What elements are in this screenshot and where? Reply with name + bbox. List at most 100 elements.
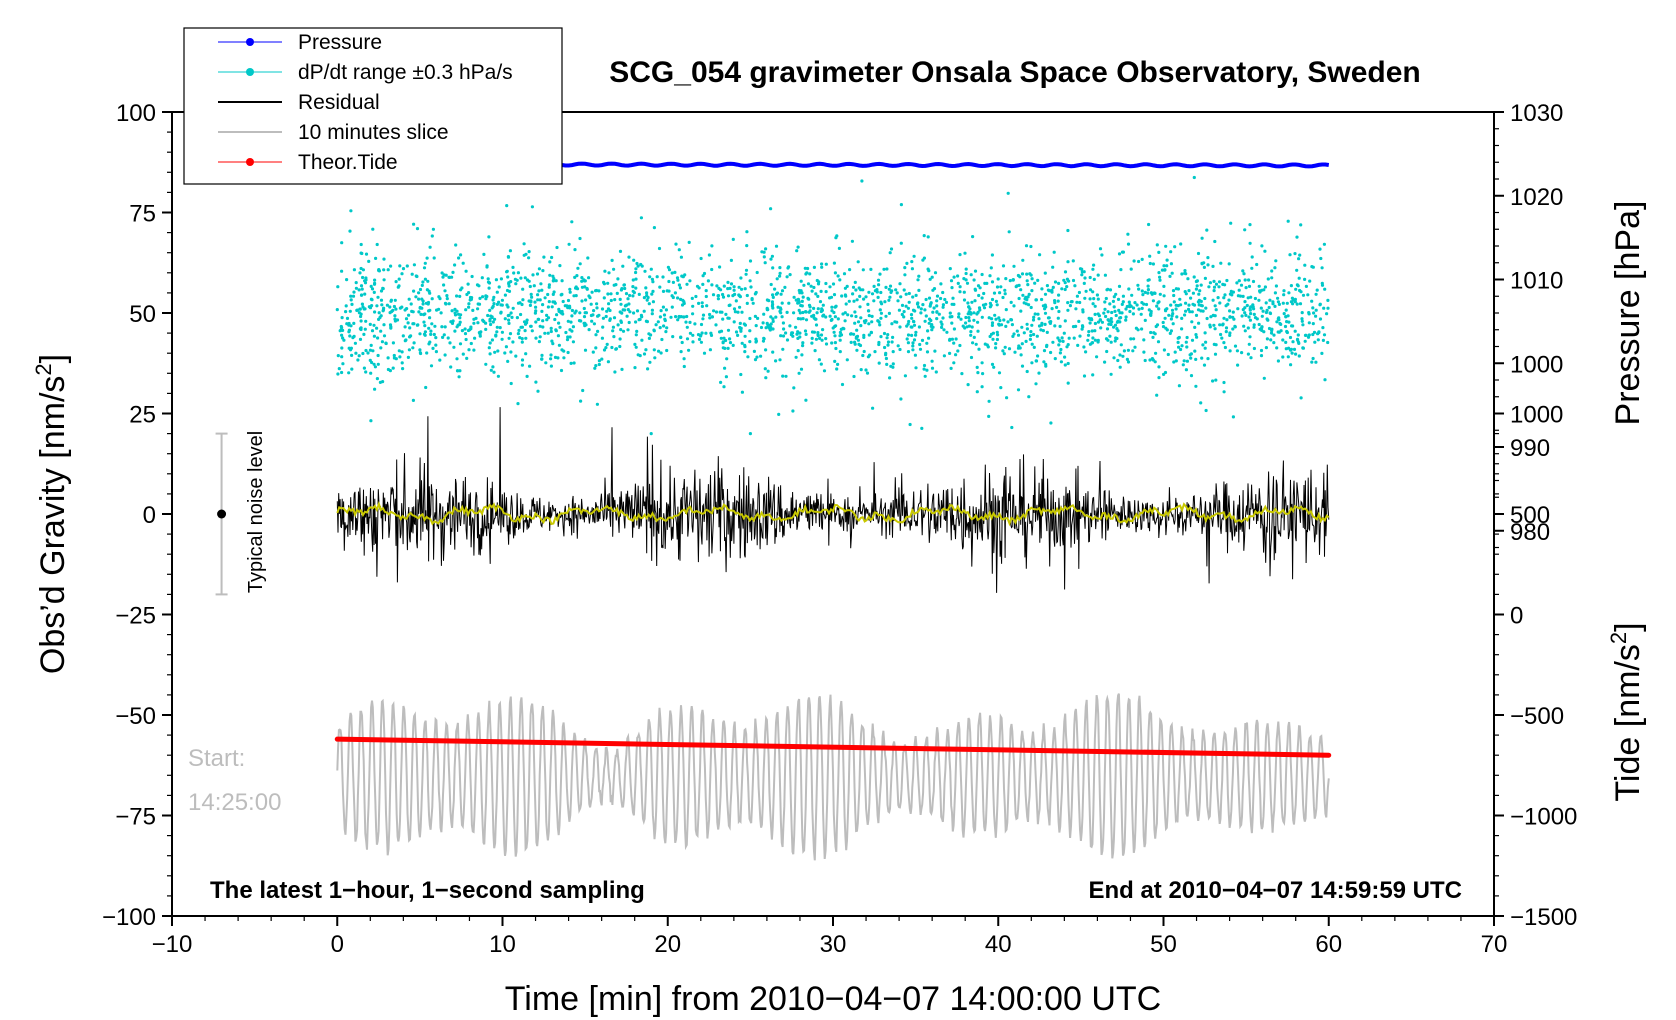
dpdt-point [864,368,868,372]
dpdt-point [458,369,462,373]
dpdt-point [615,291,619,295]
dpdt-point [1114,313,1118,318]
dpdt-point [952,341,956,345]
dpdt-point [484,362,488,366]
dpdt-point [1157,307,1161,311]
dpdt-point [891,362,895,366]
dpdt-point [566,319,570,323]
dpdt-point [781,334,786,338]
x-tick-label: 70 [1481,931,1508,958]
dpdt-point [547,300,551,304]
dpdt-point [674,315,678,319]
dpdt-point [905,261,909,265]
dpdt-point [818,300,823,304]
dpdt-point [812,265,817,269]
dpdt-point [1025,322,1029,326]
dpdt-point [708,316,712,320]
dpdt-point [591,350,595,354]
dpdt-point [508,249,512,253]
dpdt-point [1252,312,1256,316]
dpdt-point [430,234,434,238]
dpdt-point [551,274,555,278]
dpdt-point [432,332,436,337]
dpdt-point [1228,315,1232,319]
dpdt-point [1043,271,1047,275]
dpdt-point [372,323,376,327]
dpdt-point [866,302,870,306]
dpdt-point [870,320,874,324]
dpdt-point [810,314,814,318]
dpdt-point [1299,223,1303,227]
dpdt-point [1217,280,1222,284]
dpdt-point [463,332,468,336]
dpdt-point [632,291,637,295]
annotation-sampling: The latest 1−hour, 1−second sampling [210,877,645,904]
dpdt-point [1051,340,1055,344]
dpdt-point [1172,300,1176,304]
dpdt-point [1211,264,1215,268]
dpdt-point [988,301,993,305]
dpdt-point [845,358,849,362]
dpdt-point [819,289,823,293]
dpdt-point [949,366,953,370]
dpdt-point [859,324,863,328]
dpdt-point [1174,307,1178,311]
dpdt-point [434,336,438,340]
dpdt-point [797,288,801,293]
dpdt-point [1323,287,1327,291]
dpdt-point [443,353,447,357]
dpdt-point [541,325,545,329]
dpdt-point [850,314,854,318]
dpdt-point [846,313,850,317]
dpdt-point [922,234,926,238]
dpdt-point [743,334,747,338]
dpdt-point [517,328,521,332]
dpdt-point [1056,336,1060,340]
dpdt-point [568,335,572,339]
dpdt-point [872,299,876,303]
dpdt-point [843,319,847,323]
dpdt-point [744,268,749,272]
dpdt-point [838,350,842,354]
dpdt-point [952,275,956,279]
dpdt-point [428,308,432,312]
dpdt-point [1218,301,1222,305]
dpdt-point [626,297,630,301]
dpdt-point [582,315,587,319]
dpdt-point [822,313,826,317]
dpdt-point [739,329,743,333]
dpdt-point [980,296,984,300]
dpdt-point [358,337,363,341]
dpdt-point [1216,296,1220,300]
dpdt-point [1027,395,1031,399]
dpdt-point [1297,354,1301,358]
dpdt-point [589,313,594,318]
dpdt-point [669,315,673,319]
dpdt-point [999,323,1004,327]
dpdt-point [464,269,468,273]
dpdt-point [353,341,357,345]
dpdt-point [1212,285,1217,289]
dpdt-point [998,291,1002,295]
dpdt-point [515,316,520,320]
dpdt-point [385,303,389,307]
dpdt-point [597,362,601,367]
dpdt-point [1041,304,1045,308]
dpdt-point [494,333,498,337]
dpdt-point [514,282,518,286]
dpdt-point [1199,309,1203,313]
y-axis-label-tide-exponent: 2 [1606,632,1631,644]
dpdt-point [414,274,418,278]
dpdt-point [983,281,987,285]
y-tick-label: 50 [129,301,156,328]
dpdt-point [1316,332,1320,336]
dpdt-point [412,263,416,267]
dpdt-point [691,312,695,316]
dpdt-point [453,263,457,267]
dpdt-point [1262,330,1266,334]
dpdt-point [1220,336,1224,340]
dpdt-point [382,334,387,338]
dpdt-point [1223,293,1227,297]
dpdt-point [1320,351,1324,355]
dpdt-point [388,311,392,315]
